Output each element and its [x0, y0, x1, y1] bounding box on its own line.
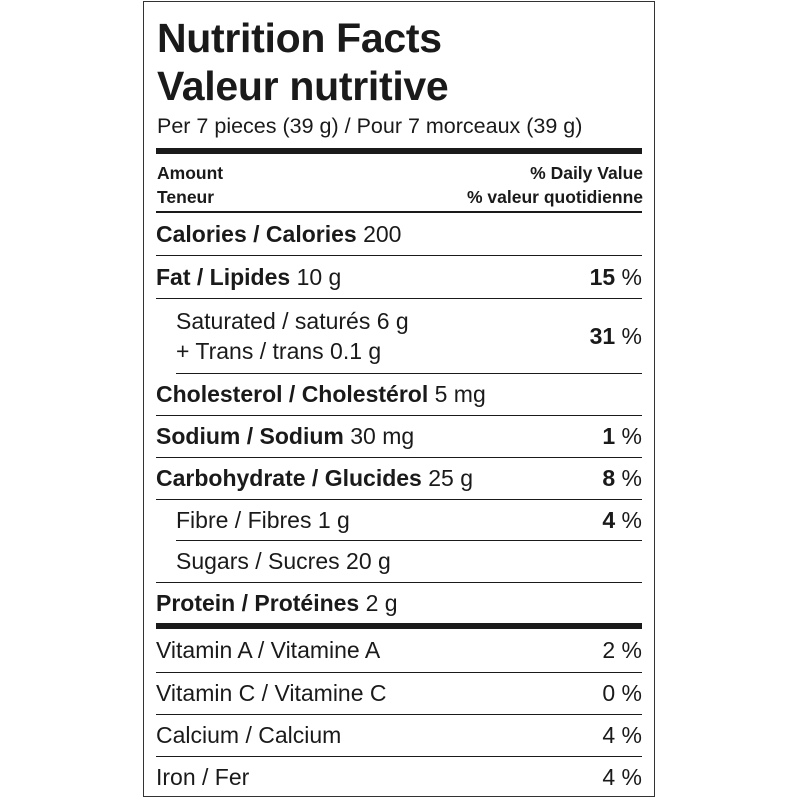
row-fat: Fat / Lipides 10 g 15 %: [156, 256, 642, 299]
nutrition-facts-label: Nutrition Facts Valeur nutritive Per 7 p…: [143, 1, 655, 797]
row-sodium: Sodium / Sodium 30 mg 1 %: [156, 416, 642, 458]
row-protein: Protein / Protéines 2 g: [156, 589, 398, 616]
dv-label: % Daily Value: [530, 163, 643, 183]
header-dv: % Daily Value % valeur quotidienne: [467, 161, 643, 209]
row-fibre: Fibre / Fibres 1 g 4 %: [176, 500, 642, 541]
title-fr: Valeur nutritive: [157, 63, 449, 109]
row-cholesterol: Cholesterol / Cholestérol 5 mg: [156, 374, 642, 416]
row-iron: Iron / Fer 4 %: [156, 763, 642, 790]
teneur-label: Teneur: [157, 187, 215, 207]
title-en: Nutrition Facts: [157, 15, 442, 61]
row-calories: Calories / Calories 200: [156, 213, 642, 256]
amount-label: Amount: [157, 163, 224, 183]
row-sugars: Sugars / Sucres 20 g: [156, 541, 642, 583]
row-carbohydrate: Carbohydrate / Glucides 25 g 8 %: [156, 458, 642, 500]
thick-divider: [156, 148, 642, 154]
thick-divider: [156, 623, 642, 629]
dv-fr-label: % valeur quotidienne: [467, 187, 643, 207]
row-saturated-trans: Saturated / saturés 6 g + Trans / trans …: [176, 299, 642, 374]
serving-size: Per 7 pieces (39 g) / Pour 7 morceaux (3…: [157, 114, 583, 138]
header-amount: Amount Teneur: [157, 161, 223, 209]
divider: [156, 211, 642, 213]
row-calcium: Calcium / Calcium 4 %: [156, 715, 642, 757]
